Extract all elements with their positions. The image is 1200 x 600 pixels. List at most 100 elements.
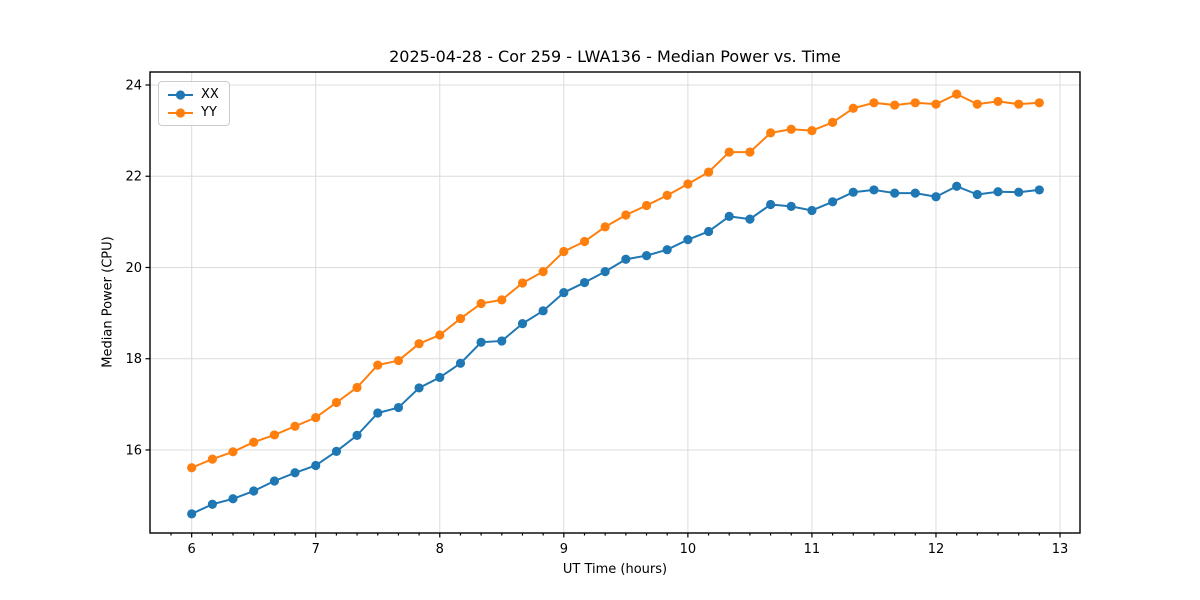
series-xx-marker xyxy=(559,287,569,298)
series-yy-line xyxy=(191,93,1040,469)
series-yy-marker xyxy=(952,89,962,99)
tick-labels: 6 7 8 9 10 11 12 13 16 18 20 22 24 xyxy=(125,79,1068,557)
axes-frame xyxy=(149,71,1081,534)
series-yy-marker xyxy=(455,313,466,324)
series-yy-marker xyxy=(1014,99,1024,109)
series-xx-marker xyxy=(993,187,1003,197)
series-xx-marker xyxy=(724,211,734,221)
series-yy-marker xyxy=(848,103,858,113)
series-xx-marker xyxy=(455,358,466,368)
series-yy-marker xyxy=(786,124,796,134)
x-tick-label: 7 xyxy=(312,542,320,557)
series-xx-marker xyxy=(538,306,548,316)
series-xx-marker xyxy=(269,476,280,486)
x-tick-label: 6 xyxy=(188,542,196,557)
series-xx-marker xyxy=(435,372,445,383)
series-yy-marker xyxy=(910,98,920,108)
series-xx-marker xyxy=(931,192,941,202)
legend-label: YY xyxy=(201,105,217,120)
series-xx-marker xyxy=(249,486,259,496)
series-yy-marker xyxy=(497,295,507,305)
series-xx-marker xyxy=(662,245,672,255)
gridlines xyxy=(150,72,1080,533)
series-xx-marker xyxy=(972,189,982,200)
series-xx-marker xyxy=(290,468,300,478)
series-xx-marker xyxy=(910,188,920,198)
series-yy-marker xyxy=(931,99,941,109)
series-yy-marker xyxy=(414,339,424,349)
series-yy-marker xyxy=(1034,98,1044,108)
y-tick-label: 16 xyxy=(125,443,142,458)
series-yy-marker xyxy=(703,167,714,177)
series-xx-marker xyxy=(311,460,321,471)
chart-title: 2025-04-28 - Cor 259 - LWA136 - Median P… xyxy=(389,47,841,66)
series-xx-marker xyxy=(848,187,858,197)
series-xx-marker xyxy=(745,214,755,224)
x-tick-label: 12 xyxy=(928,542,945,557)
y-tick-label: 24 xyxy=(125,79,142,94)
series-xx-marker xyxy=(869,185,879,195)
series-yy-marker xyxy=(579,236,590,247)
series-xx-marker xyxy=(786,201,796,211)
series-xx-marker xyxy=(207,499,217,509)
series-yy-marker xyxy=(745,147,755,157)
series-yy-marker xyxy=(869,98,879,108)
series-xx-marker xyxy=(187,509,197,519)
legend-entry-yy: YY xyxy=(167,105,219,120)
series-yy-marker xyxy=(600,222,610,232)
x-tick-label: 8 xyxy=(436,542,444,557)
series-xx-marker xyxy=(352,430,362,440)
series-yy-marker xyxy=(311,412,321,423)
series-xx-marker xyxy=(890,188,900,198)
series-yy-marker xyxy=(662,190,672,201)
y-tick-label: 20 xyxy=(125,261,142,276)
series-xx-marker xyxy=(766,199,776,210)
series-yy-marker xyxy=(393,355,404,366)
series-yy-marker xyxy=(724,147,734,157)
series-xx-marker xyxy=(807,205,817,216)
series-xx-marker xyxy=(579,277,590,288)
x-tick-label: 13 xyxy=(1052,542,1069,557)
series-xx-marker xyxy=(1014,187,1024,197)
series-yy-marker xyxy=(435,330,445,340)
x-tick-label: 11 xyxy=(804,542,821,557)
series-xx-marker xyxy=(517,318,528,329)
series-yy-marker xyxy=(538,266,548,277)
series-xx xyxy=(187,181,1044,519)
series-xx-marker xyxy=(828,197,838,207)
series-yy-marker xyxy=(993,96,1003,107)
legend: XX YY xyxy=(158,81,230,126)
series-xx-marker xyxy=(476,337,486,347)
series-yy-marker xyxy=(269,430,280,440)
series-yy-marker xyxy=(290,421,300,431)
series-yy-marker xyxy=(766,128,776,138)
legend-line-sample xyxy=(168,89,193,100)
series-yy-marker xyxy=(683,179,693,189)
series-yy-marker xyxy=(352,382,362,393)
series-yy-marker xyxy=(373,360,383,370)
series-xx-marker xyxy=(952,181,962,191)
series-xx-marker xyxy=(414,383,424,393)
x-tick-label: 9 xyxy=(560,542,568,557)
series-yy-marker xyxy=(807,126,817,136)
series-xx-marker xyxy=(683,235,693,245)
series-yy-marker xyxy=(621,210,631,220)
series-yy-marker xyxy=(972,99,982,109)
y-tick-label: 22 xyxy=(125,170,142,185)
series-yy-marker xyxy=(249,437,259,447)
series-yy xyxy=(187,89,1044,473)
series-xx-marker xyxy=(621,254,631,264)
x-axis-label: UT Time (hours) xyxy=(562,562,668,577)
series-xx-marker xyxy=(703,226,714,237)
legend-label: XX xyxy=(201,87,219,102)
series-yy-marker xyxy=(228,447,238,457)
series-yy-marker xyxy=(187,463,197,473)
series-xx-marker xyxy=(497,336,507,346)
series-xx-marker xyxy=(1034,185,1044,195)
series-xx-marker xyxy=(228,494,238,504)
axis-ticks xyxy=(145,84,1061,538)
series-yy-marker xyxy=(517,278,528,288)
series-xx-marker xyxy=(373,408,383,418)
